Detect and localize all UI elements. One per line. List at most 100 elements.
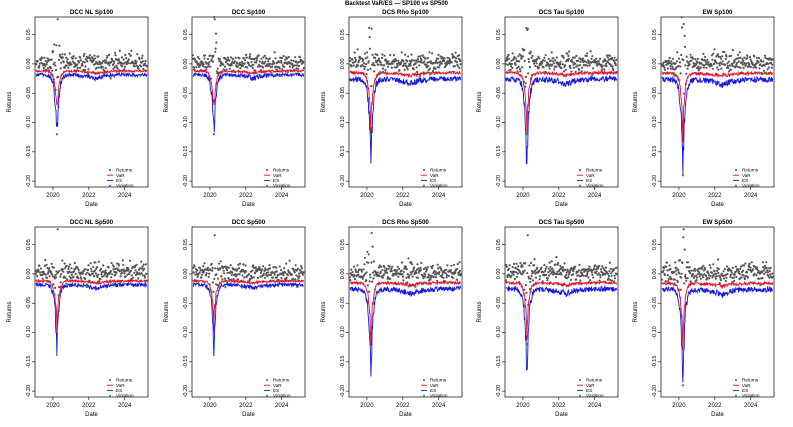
return-point — [421, 54, 424, 57]
return-point — [528, 264, 531, 267]
plot-frame — [660, 16, 775, 188]
chart-panel: DCC NL Sp1000.050.00-0.05-0.10-0.15-0.20… — [7, 9, 149, 208]
figure-title: Backtest VaR/ES — SP100 vs SP500 — [344, 1, 449, 7]
return-point — [755, 274, 758, 277]
return-point — [102, 275, 105, 278]
legend-label: VaR — [273, 383, 282, 388]
return-point — [268, 64, 271, 67]
return-point — [566, 59, 570, 62]
return-point — [86, 271, 89, 274]
return-point — [379, 61, 382, 64]
return-point — [401, 273, 404, 276]
legend-label: Violation — [430, 393, 448, 398]
legend-label: Returns — [586, 378, 603, 383]
return-point — [533, 269, 537, 272]
x-tick-label: 2022 — [82, 403, 96, 409]
return-point — [590, 271, 594, 274]
return-point — [302, 271, 305, 274]
return-point — [752, 268, 755, 271]
return-point — [409, 64, 412, 67]
return-point — [419, 55, 422, 58]
return-point — [249, 65, 252, 68]
return-point — [710, 54, 714, 57]
legend-label: ES — [116, 178, 122, 183]
return-point — [536, 57, 539, 61]
return-point — [195, 270, 198, 273]
return-point — [431, 267, 434, 270]
return-point — [268, 264, 271, 267]
return-point — [532, 271, 535, 274]
return-point — [276, 276, 279, 279]
return-point — [685, 55, 688, 58]
return-point — [97, 66, 100, 69]
chart-panel: DCC Sp5000.050.00-0.05-0.10-0.15-0.20Ret… — [164, 219, 306, 418]
return-point — [719, 57, 723, 60]
y-axis-label: Returns — [164, 301, 170, 322]
legend-label: Returns — [742, 168, 759, 173]
return-point — [423, 63, 426, 66]
y-tick-label: 0.05 — [26, 29, 32, 40]
return-point — [695, 274, 698, 277]
return-point — [129, 259, 132, 262]
return-point — [428, 51, 431, 54]
return-point — [609, 267, 612, 270]
return-point — [599, 274, 602, 277]
return-point — [93, 54, 96, 57]
return-point — [203, 57, 206, 60]
return-point — [82, 54, 85, 58]
return-point — [61, 53, 64, 56]
return-point — [708, 264, 711, 267]
return-point — [291, 66, 294, 69]
return-point — [398, 69, 401, 72]
return-point — [707, 272, 710, 275]
return-point — [44, 59, 47, 63]
return-point — [437, 267, 440, 270]
return-point — [358, 268, 361, 271]
return-point — [38, 65, 41, 68]
plot-frame — [34, 16, 149, 188]
return-point — [357, 61, 360, 64]
legend-label: ES — [742, 178, 748, 183]
return-point — [58, 44, 61, 47]
return-point — [599, 57, 602, 61]
return-point — [590, 61, 593, 64]
return-point — [442, 276, 445, 279]
return-point — [734, 64, 738, 68]
return-point — [222, 269, 225, 272]
violation-point — [102, 72, 105, 75]
return-point — [564, 268, 567, 272]
return-point — [351, 270, 354, 274]
var-line — [349, 279, 461, 346]
return-point — [76, 275, 79, 278]
return-point — [662, 266, 666, 269]
return-point — [52, 266, 56, 269]
return-point — [736, 61, 739, 64]
return-point — [288, 259, 291, 262]
return-point — [66, 58, 69, 61]
return-point — [426, 56, 429, 60]
return-point — [364, 65, 367, 68]
return-point — [560, 273, 563, 276]
return-point — [547, 271, 550, 274]
return-point — [376, 271, 379, 274]
return-point — [143, 267, 146, 270]
plot-frame — [191, 226, 306, 398]
return-point — [111, 273, 114, 276]
return-point — [717, 271, 720, 274]
return-point — [223, 272, 226, 275]
return-point — [689, 271, 692, 275]
chart-panel: EW Sp5000.050.00-0.05-0.10-0.15-0.20Retu… — [633, 219, 775, 418]
return-point — [679, 65, 682, 68]
return-point — [612, 268, 615, 272]
return-point — [286, 57, 289, 60]
return-point — [238, 57, 241, 60]
return-point — [36, 59, 39, 63]
return-point — [607, 275, 611, 278]
return-point — [686, 277, 689, 280]
return-point — [54, 273, 57, 276]
return-point — [592, 276, 595, 279]
return-point — [407, 64, 411, 67]
return-point — [714, 60, 717, 63]
return-point — [758, 272, 762, 275]
return-point — [356, 64, 360, 67]
